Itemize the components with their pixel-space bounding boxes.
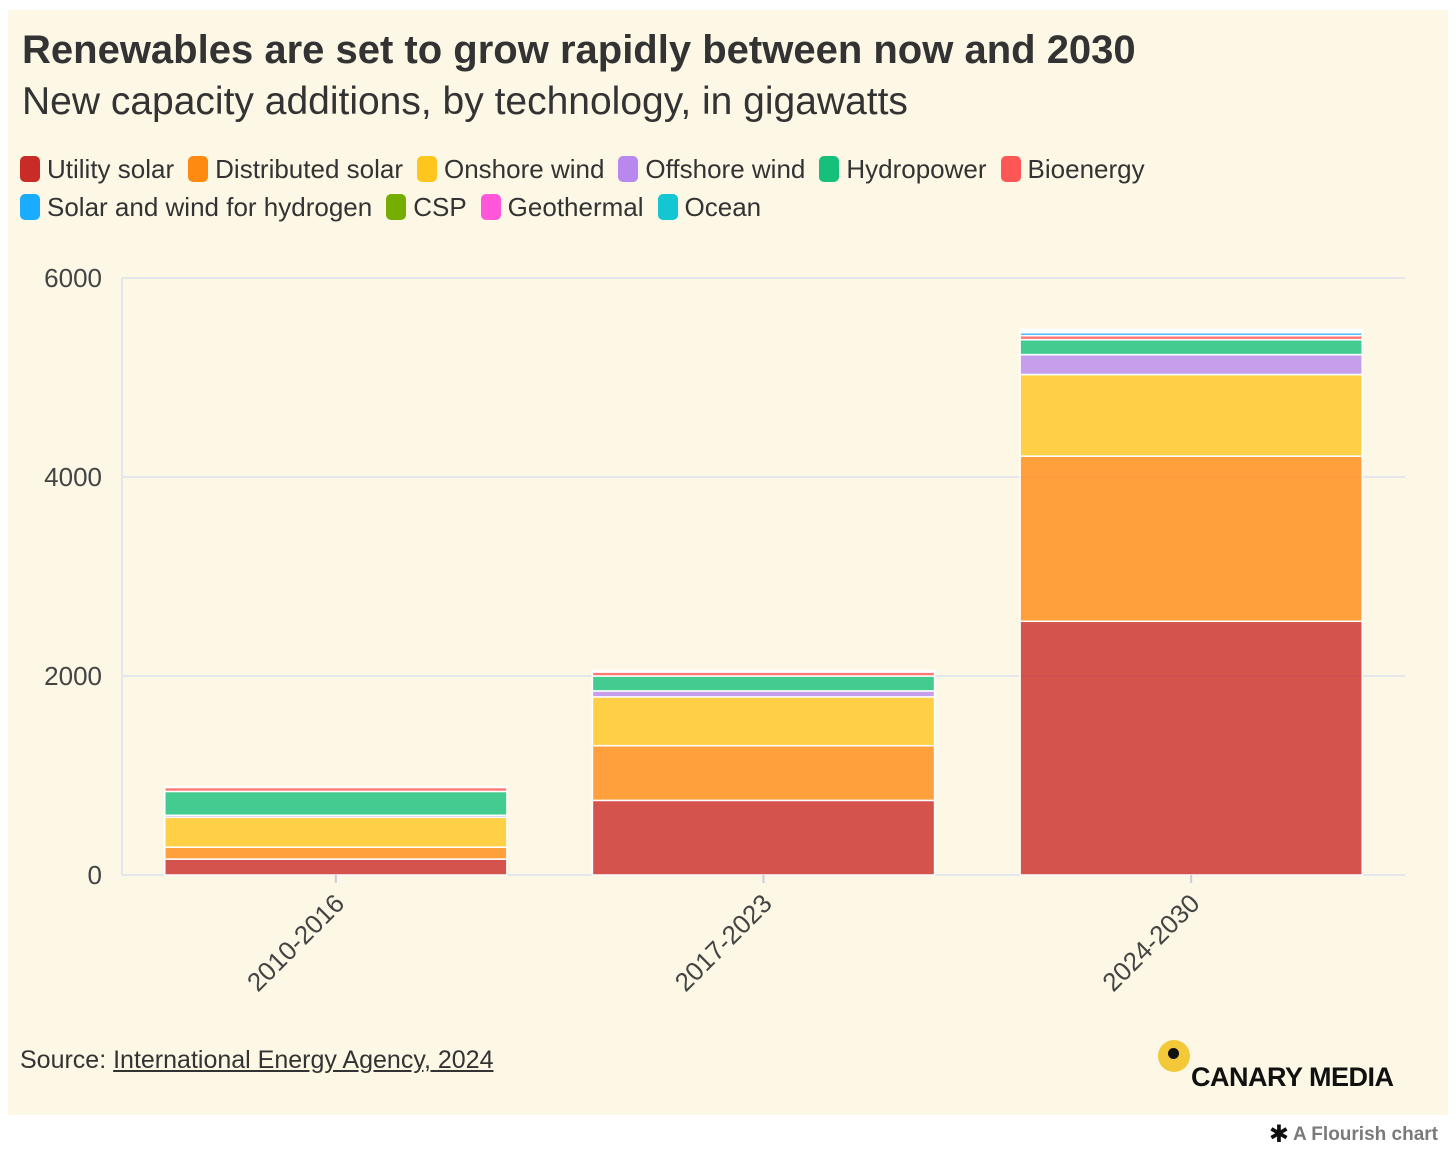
source-link[interactable]: International Energy Agency, 2024: [113, 1046, 494, 1074]
legend-swatch: [20, 194, 40, 220]
bar-segment: [591, 675, 936, 692]
stacked-bar-chart: 0 2000 4000 6000 2010-2016 2017-2023 2024-2030: [44, 263, 1405, 997]
bar-segment: [164, 790, 508, 817]
legend-item[interactable]: Ocean: [657, 191, 762, 222]
legend-label: Bioenergy: [1027, 153, 1145, 184]
legend-item[interactable]: Onshore wind: [417, 154, 604, 184]
bar-segment: [591, 690, 936, 698]
bar-segment: [591, 799, 936, 876]
logo-text: CANARY MEDIA: [1191, 1062, 1394, 1092]
bar-segment: [591, 696, 936, 747]
flourish-asterisk-icon: ✱: [1268, 1121, 1290, 1148]
legend-label: Distributed solar: [215, 153, 403, 184]
legend-label: Offshore wind: [645, 153, 806, 184]
bar-segment: [164, 785, 508, 788]
legend-item[interactable]: CSP: [386, 191, 467, 222]
x-tick-label: 2024-2030: [1096, 888, 1205, 997]
source-prefix: Source:: [20, 1046, 114, 1074]
legend-item[interactable]: Solar and wind for hydrogen: [20, 192, 372, 222]
legend-label: Solar and wind for hydrogen: [47, 191, 373, 222]
legend-item[interactable]: Offshore wind: [618, 154, 805, 184]
legend-item[interactable]: Distributed solar: [188, 154, 403, 184]
legend-label: Ocean: [684, 191, 762, 222]
bar-segment: [591, 669, 936, 673]
flourish-label: A Flourish chart: [1293, 1123, 1438, 1145]
legend-swatch: [188, 156, 209, 182]
legend-item[interactable]: Utility solar: [20, 154, 174, 184]
bar-segment: [164, 816, 508, 848]
y-tick-label: 0: [88, 860, 102, 890]
legend-swatch: [20, 156, 40, 182]
y-tick-label: 4000: [44, 462, 102, 492]
legend-item[interactable]: Geothermal: [480, 191, 644, 222]
bar-segment: [1019, 620, 1363, 876]
bar-segment: [591, 744, 936, 802]
chart-subtitle: New capacity additions, by technology, i…: [22, 80, 908, 123]
bar-segment: [1019, 373, 1363, 457]
bar-segment: [164, 858, 508, 876]
bar-segment: [164, 846, 508, 860]
bar-segment: [1019, 328, 1363, 332]
canary-logo-icon: [1158, 1040, 1190, 1072]
chart-legend: Utility solar Distributed solar Onshore wi…: [20, 154, 1400, 222]
source-note: Source: International Energy Agency, 202…: [20, 1046, 493, 1075]
y-tick-label: 2000: [44, 661, 102, 691]
legend-swatch: [657, 194, 678, 220]
x-tick-label: 2017-2023: [669, 888, 778, 997]
bar-segment: [1019, 353, 1363, 376]
y-tick-label: 6000: [44, 263, 102, 293]
canary-media-logo[interactable]: CANARY MEDIA: [1158, 1040, 1428, 1092]
legend-swatch: [386, 194, 407, 220]
legend-label: Onshore wind: [444, 153, 605, 184]
bar-segment: [1019, 338, 1363, 356]
legend-swatch: [480, 194, 501, 220]
legend-item[interactable]: Hydropower: [819, 153, 987, 184]
legend-swatch: [1000, 156, 1021, 182]
legend-label: Utility solar: [47, 153, 175, 184]
chart-title: Renewables are set to grow rapidly betwe…: [22, 28, 1136, 72]
legend-swatch: [819, 156, 840, 182]
x-tick-label: 2010-2016: [241, 888, 350, 997]
flourish-credit[interactable]: ✱ A Flourish chart: [1269, 1120, 1438, 1149]
legend-swatch: [417, 156, 437, 182]
legend-label: Geothermal: [507, 191, 644, 222]
legend-item[interactable]: Bioenergy: [1000, 153, 1145, 184]
legend-label: CSP: [413, 191, 467, 222]
bar-segment: [1019, 455, 1363, 623]
legend-swatch: [618, 156, 639, 182]
legend-label: Hydropower: [846, 153, 987, 184]
